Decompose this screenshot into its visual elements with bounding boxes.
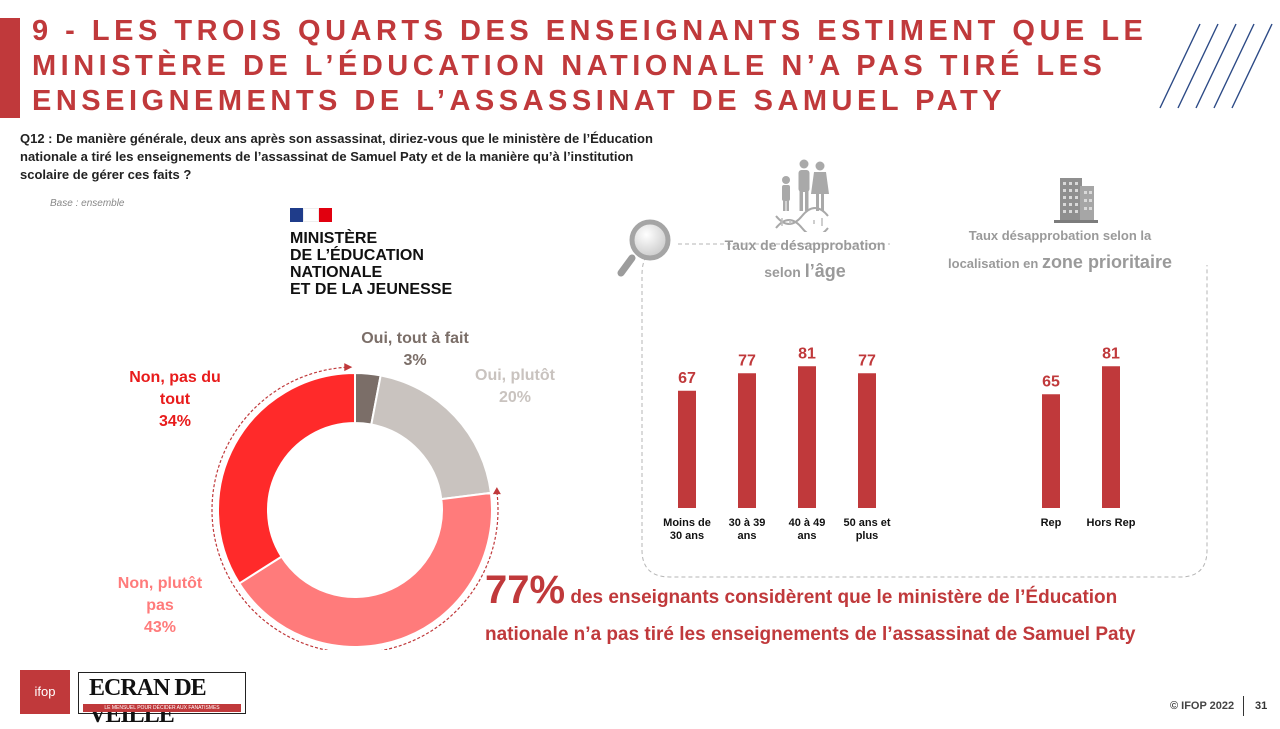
label-oui-tout-a-fait: Oui, tout à fait 3% xyxy=(330,328,500,372)
key-finding-text-2: nationale n’a pas tiré les enseignements… xyxy=(485,624,1136,645)
ifop-logo: ifop xyxy=(20,670,70,714)
age-bar-1 xyxy=(738,373,756,508)
key-finding: 77% des enseignants considèrent que le m… xyxy=(485,568,1245,649)
ecran-de-veille-wordmark: ECRAN DE VEILLE xyxy=(89,675,207,728)
label-oui-plutot-pct: 20% xyxy=(498,389,532,406)
slice-non-plutot-pas xyxy=(237,491,493,648)
family-dna-icon xyxy=(775,159,829,232)
page-title: 9 - Les trois quarts des enseignants est… xyxy=(32,15,1148,117)
label-non-pas-du-tout-pct: 34% xyxy=(158,413,192,430)
building-icon xyxy=(1054,178,1098,223)
magnifier-icon xyxy=(617,219,671,277)
zone-bar-1 xyxy=(1102,366,1120,508)
decorative-lines xyxy=(1159,23,1273,109)
age-bar-2 xyxy=(798,366,816,508)
slice-non-pas-du-tout xyxy=(217,371,356,585)
non-total-arc xyxy=(211,366,499,650)
copyright: © IFOP 2022 xyxy=(1170,700,1235,712)
age-category-label-2: 40 à 49 ans xyxy=(789,517,826,542)
zone-panel-title-line1: Taux désapprobation selon la xyxy=(968,228,1152,243)
age-bar-3 xyxy=(858,373,876,508)
breakdown-frame xyxy=(641,243,1208,578)
label-oui-plutot: Oui, plutôt 20% xyxy=(450,365,580,409)
zone-category-label-0: Rep xyxy=(1041,517,1062,529)
label-non-plutot-pas-line2: pas xyxy=(146,597,174,614)
base-note: Base : ensemble xyxy=(50,198,125,209)
bar-charts: 67 Moins de 30 ans 77 30 à 39 ans 81 40 à 49 ans… xyxy=(663,345,1136,542)
label-non-pas-du-tout-line2: tout xyxy=(159,391,191,408)
question-text: Q12 : De manière générale, deux ans aprè… xyxy=(20,131,653,182)
age-bar-value-3: 77 xyxy=(858,352,876,369)
age-bar-value-1: 77 xyxy=(738,352,756,369)
age-panel-title-big: l’âge xyxy=(804,261,846,281)
age-bar-value-2: 81 xyxy=(798,345,816,362)
zone-panel-title-pre: localisation en xyxy=(948,256,1042,271)
zone-bar-0 xyxy=(1042,394,1060,508)
arc-arrow-end xyxy=(344,363,353,372)
arc-arrow-start xyxy=(492,487,501,495)
age-bar-0 xyxy=(678,390,696,508)
age-category-label-1: 30 à 39 ans xyxy=(729,517,766,542)
ecran-de-veille-logo: ECRAN DE VEILLE LE MENSUEL POUR DÉCIDER … xyxy=(78,672,246,728)
page-separator xyxy=(1243,696,1244,716)
zone-panel-title-big: zone prioritaire xyxy=(1041,252,1172,272)
donut-chart xyxy=(211,363,501,650)
age-panel-title-line2: selon l’âge xyxy=(705,258,905,285)
zone-bar-value-1: 81 xyxy=(1102,345,1120,362)
label-non-plutot-pas-pct: 43% xyxy=(143,619,177,636)
age-panel-title: Taux de désapprobation selon l’âge xyxy=(705,232,905,285)
ecran-de-veille-tagline: LE MENSUEL POUR DÉCIDER AUX FANATISMES xyxy=(83,704,241,712)
age-panel-title-pre: selon xyxy=(764,264,805,280)
ministry-logo: MINISTÈRE DE L’ÉDUCATION NATIONALE ET DE… xyxy=(290,208,460,298)
key-finding-line1: 77% des enseignants considèrent que le m… xyxy=(485,568,1245,621)
french-flag-icon xyxy=(290,208,332,222)
label-oui-tout-a-fait-name: Oui, tout à fait xyxy=(361,330,469,347)
label-non-plutot-pas: Non, plutôt pas 43% xyxy=(100,573,220,639)
label-oui-tout-a-fait-pct: 3% xyxy=(403,352,427,369)
label-non-pas-du-tout: Non, pas du tout 34% xyxy=(115,367,235,433)
zone-panel-title-line2: localisation en zone prioritaire xyxy=(940,249,1180,277)
label-non-pas-du-tout-line1: Non, pas du xyxy=(129,369,221,386)
zone-bar-value-0: 65 xyxy=(1042,373,1060,390)
age-category-label-0: Moins de 30 ans xyxy=(663,517,711,542)
key-finding-pct: 77% xyxy=(485,568,566,612)
zone-panel-title: Taux désapprobation selon la localisatio… xyxy=(940,223,1180,277)
title-accent-bar xyxy=(0,18,20,118)
ministry-logo-text: MINISTÈRE DE L’ÉDUCATION NATIONALE ET DE… xyxy=(290,230,453,298)
age-category-label-3: 50 ans et plus xyxy=(843,517,890,542)
key-finding-text-1: des enseignants considèrent que le minis… xyxy=(565,587,1118,608)
age-panel-title-line1: Taux de désapprobation xyxy=(724,237,886,253)
page-number: 31 xyxy=(1255,700,1268,712)
zone-category-label-1: Hors Rep xyxy=(1087,517,1136,529)
age-bar-value-0: 67 xyxy=(678,370,696,387)
label-oui-plutot-name: Oui, plutôt xyxy=(475,367,555,384)
label-non-plutot-pas-line1: Non, plutôt xyxy=(117,575,203,592)
